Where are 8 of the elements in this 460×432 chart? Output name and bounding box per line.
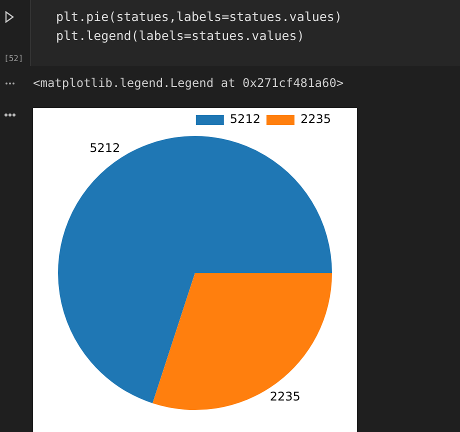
text: <matplotlib.legend.Legend at 0x271cf481a60> [33, 76, 344, 90]
legend-label: 2235 [300, 112, 332, 126]
text: plt.pie(statues,labels=statues.values) [56, 9, 342, 24]
data-label: 2235 [270, 389, 300, 404]
data-label: 5212 [230, 112, 260, 126]
slice-label: 5212 [90, 140, 120, 155]
text: [52] [4, 54, 24, 63]
text: plt.legend(labels=statues.values) [56, 28, 304, 43]
